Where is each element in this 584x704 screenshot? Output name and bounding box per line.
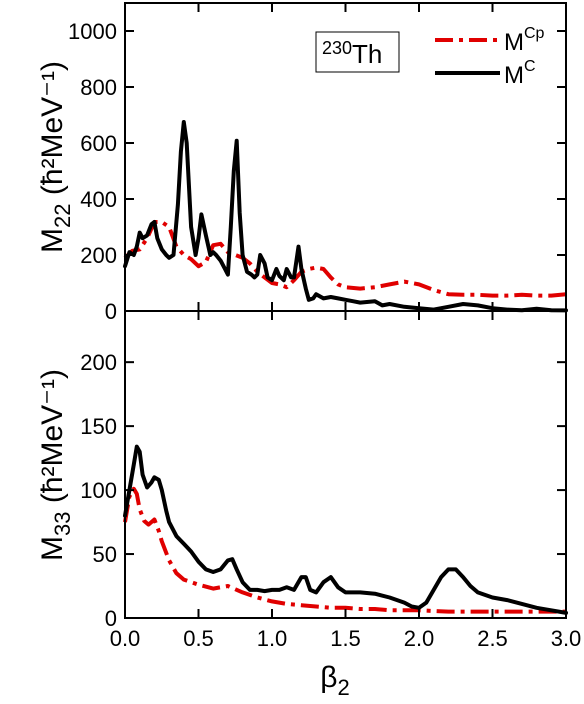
top-y-tick-label: 800	[80, 75, 117, 100]
top-series-mcp-line	[123, 220, 567, 298]
x-tick-label: 0.0	[110, 626, 141, 651]
legend-label-mc-base: M	[504, 62, 524, 89]
bottom-series-mcp-line	[123, 486, 566, 614]
legend-label-mc-sup: C	[524, 58, 536, 75]
top-ylabel-main: M	[36, 228, 69, 253]
top-y-tick-label: 400	[80, 187, 117, 212]
bottom-series-mc-line	[123, 444, 568, 615]
bottom-y-tick-label: 0	[105, 606, 117, 631]
x-tick-label: 2.5	[477, 626, 508, 651]
x-tick-label: 1.0	[257, 626, 288, 651]
xlabel-main: β	[320, 661, 337, 694]
top-ylabel-sub: 22	[50, 204, 75, 228]
top-series-mc-line	[123, 120, 568, 313]
svg-text:M22 (ħ²MeV⁻¹): M22 (ħ²MeV⁻¹)	[36, 61, 75, 253]
top-series-group	[123, 120, 568, 313]
legend: MCp MC	[435, 25, 545, 89]
xlabel-sub: 2	[338, 675, 350, 700]
nucleus-mass-number: 230	[322, 38, 352, 58]
x-tick-label: 2.0	[404, 626, 435, 651]
svg-text:M33 (ħ²MeV⁻¹): M33 (ħ²MeV⁻¹)	[36, 369, 75, 561]
svg-text:MC: MC	[504, 58, 536, 89]
top-y-tick-label: 200	[80, 243, 117, 268]
bottom-ylabel-main: M	[36, 536, 69, 561]
x-tick-label: 0.5	[183, 626, 214, 651]
top-y-tick-label: 600	[80, 131, 117, 156]
svg-text:MCp: MCp	[504, 25, 545, 56]
bottom-ylabel-unit: (ħ²MeV⁻¹)	[36, 369, 69, 512]
bottom-plot-frame	[124, 310, 567, 619]
x-tick-label: 3.0	[551, 626, 582, 651]
x-axis-label: β2	[320, 661, 350, 700]
svg-text:230Th: 230Th	[322, 38, 382, 69]
bottom-ticks-group: 0 50 100 150 200 0.0 0.5 1.0 1.5 2.0 2.5 3.0	[80, 311, 581, 651]
bottom-ylabel-sub: 33	[50, 512, 75, 536]
bottom-y-tick-label: 150	[80, 414, 117, 439]
top-ylabel-unit: (ħ²MeV⁻¹)	[36, 61, 69, 204]
bottom-y-tick-label: 100	[80, 478, 117, 503]
nucleus-symbol: Th	[352, 39, 382, 69]
top-y-axis-label: M22 (ħ²MeV⁻¹)	[36, 61, 75, 253]
bottom-series-group	[123, 444, 568, 615]
legend-label-mcp-base: M	[504, 29, 524, 56]
bottom-panel: 0 50 100 150 200 0.0 0.5 1.0 1.5 2.0 2.5 3.0 M33 (ħ…	[36, 310, 581, 700]
top-y-tick-label: 1000	[68, 19, 117, 44]
bottom-y-axis-label: M33 (ħ²MeV⁻¹)	[36, 369, 75, 561]
top-ticks-group: 0 200 400 600 800 1000	[68, 3, 567, 324]
legend-label-mcp-sup: Cp	[524, 25, 545, 42]
x-tick-label: 1.5	[330, 626, 361, 651]
nucleus-label-box: 230Th	[315, 31, 400, 73]
bottom-y-tick-label: 200	[80, 350, 117, 375]
bottom-y-tick-label: 50	[93, 542, 117, 567]
top-y-tick-label: 0	[105, 299, 117, 324]
